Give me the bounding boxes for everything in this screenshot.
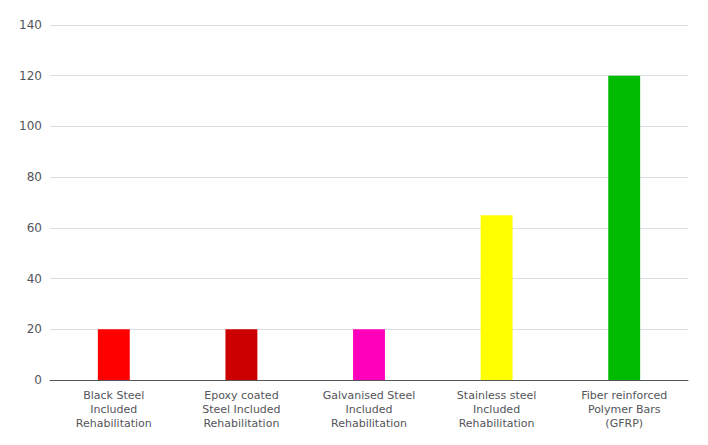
svg-text:Galvanised Steel: Galvanised Steel	[323, 389, 415, 402]
svg-text:120: 120	[19, 69, 42, 83]
svg-text:Polymer Bars: Polymer Bars	[588, 403, 661, 416]
svg-text:Included: Included	[90, 403, 137, 416]
svg-text:Black Steel: Black Steel	[83, 389, 144, 402]
svg-text:100: 100	[19, 119, 42, 133]
svg-text:20: 20	[27, 322, 42, 336]
svg-text:40: 40	[27, 272, 42, 286]
svg-text:80: 80	[27, 170, 42, 184]
svg-text:Steel Included: Steel Included	[202, 403, 280, 416]
svg-text:Rehabilitation: Rehabilitation	[331, 417, 407, 430]
svg-text:0: 0	[34, 373, 42, 387]
svg-text:Rehabilitation: Rehabilitation	[76, 417, 152, 430]
svg-text:Included: Included	[345, 403, 392, 416]
svg-text:(GFRP): (GFRP)	[605, 417, 643, 430]
svg-text:Fiber reinforced: Fiber reinforced	[581, 389, 667, 402]
svg-text:60: 60	[27, 221, 42, 235]
svg-text:Included: Included	[473, 403, 520, 416]
svg-text:Stainless steel: Stainless steel	[457, 389, 536, 402]
svg-text:Rehabilitation: Rehabilitation	[459, 417, 535, 430]
svg-text:Epoxy coated: Epoxy coated	[204, 389, 278, 402]
svg-text:Rehabilitation: Rehabilitation	[203, 417, 279, 430]
svg-text:140: 140	[19, 18, 42, 32]
